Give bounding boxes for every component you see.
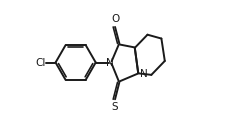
Text: N: N xyxy=(106,58,114,68)
Text: N: N xyxy=(140,69,148,79)
Text: O: O xyxy=(111,14,119,24)
Text: S: S xyxy=(112,102,118,112)
Text: Cl: Cl xyxy=(35,58,46,68)
